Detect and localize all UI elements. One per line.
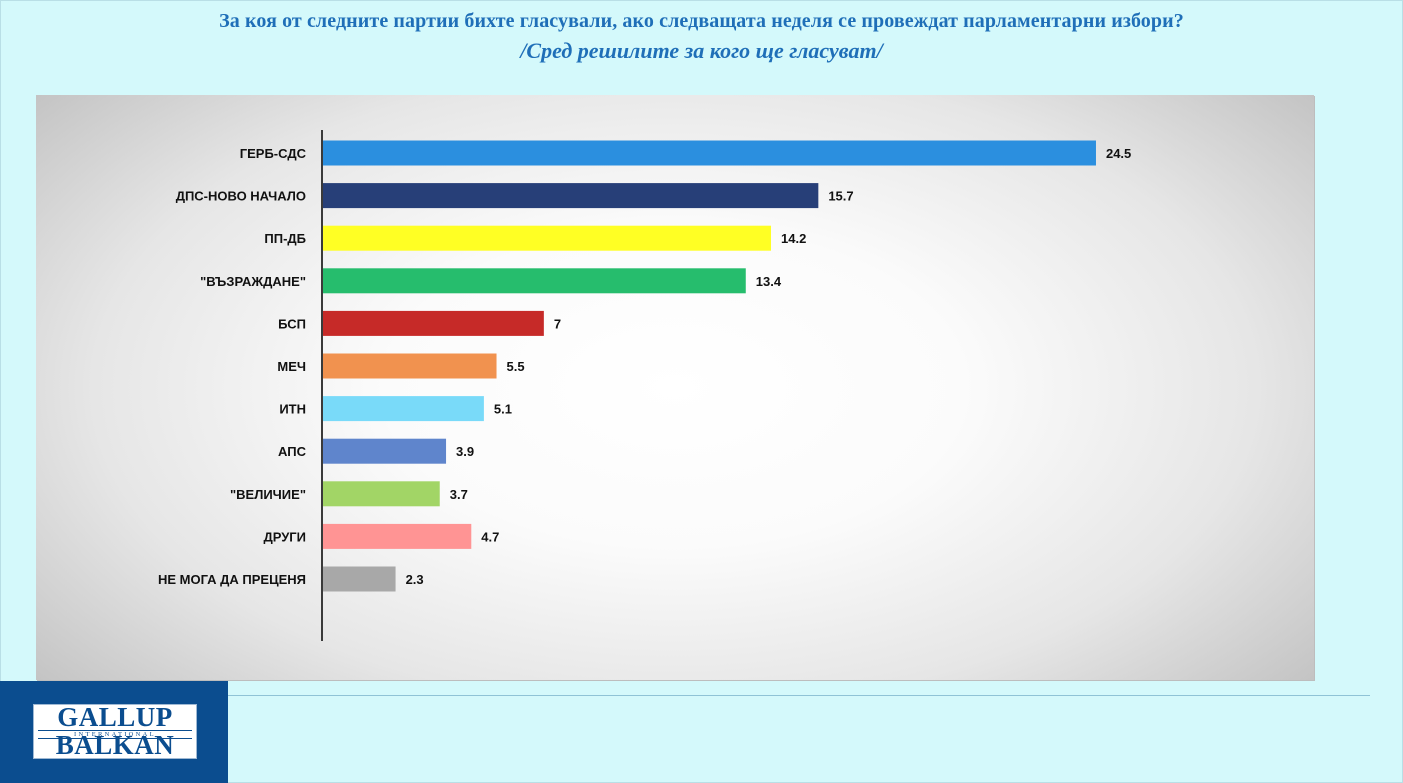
value-label: 15.7 [828, 189, 853, 204]
value-label: 2.3 [406, 572, 424, 587]
bar-10 [323, 523, 472, 549]
value-label: 7 [554, 316, 561, 331]
value-label: 5.1 [494, 402, 512, 417]
value-label: 14.2 [781, 231, 806, 246]
bar-chart: ГЕРБ-СДС 24.5 ДПС-НОВО НАЧАЛО 15.7 ПП-ДБ 14.2… [158, 130, 1131, 641]
chart-subtitle: /Сред решилите за кого ще гласуват/ [520, 38, 883, 63]
category-label: БСП [278, 316, 306, 331]
bar-6 [323, 353, 497, 379]
gallup-logo: GALLUP INTERNATIONAL BALKAN [0, 681, 228, 783]
bar-2 [323, 183, 819, 209]
category-label: ИТН [279, 402, 306, 417]
category-label: ДПС-НОВО НАЧАЛО [176, 189, 306, 204]
logo-word-gallup: GALLUP [57, 704, 173, 732]
category-label: ГЕРБ-СДС [240, 146, 307, 161]
bar-9 [323, 481, 440, 507]
value-label: 3.7 [450, 487, 468, 502]
bar-11 [323, 566, 396, 592]
chart-title: За коя от следните партии бихте гласувал… [219, 10, 1184, 32]
bar-4 [323, 268, 746, 294]
bar-7 [323, 396, 484, 422]
category-label: ПП-ДБ [264, 231, 306, 246]
logo-card: GALLUP INTERNATIONAL BALKAN [33, 704, 197, 759]
footer-divider [228, 695, 1370, 696]
value-label: 4.7 [481, 529, 499, 544]
category-label: АПС [278, 444, 307, 459]
logo-word-balkan: BALKAN [55, 730, 175, 759]
value-label: 24.5 [1106, 146, 1131, 161]
category-label: ДРУГИ [263, 529, 306, 544]
chart-panel: ГЕРБ-СДС 24.5 ДПС-НОВО НАЧАЛО 15.7 ПП-ДБ 14.2… [36, 95, 1314, 680]
category-label: "ВЪЗРАЖДАНЕ" [200, 274, 306, 289]
value-label: 3.9 [456, 444, 474, 459]
category-label: МЕЧ [277, 359, 306, 374]
category-label: НЕ МОГА ДА ПРЕЦЕНЯ [158, 572, 306, 587]
bar-1 [323, 140, 1096, 166]
value-label: 5.5 [507, 359, 525, 374]
logo-word-international: INTERNATIONAL [38, 730, 192, 739]
bar-8 [323, 438, 447, 464]
category-label: "ВЕЛИЧИЕ" [230, 487, 306, 502]
bar-3 [323, 225, 772, 251]
bar-5 [323, 310, 544, 336]
value-label: 13.4 [756, 274, 782, 289]
